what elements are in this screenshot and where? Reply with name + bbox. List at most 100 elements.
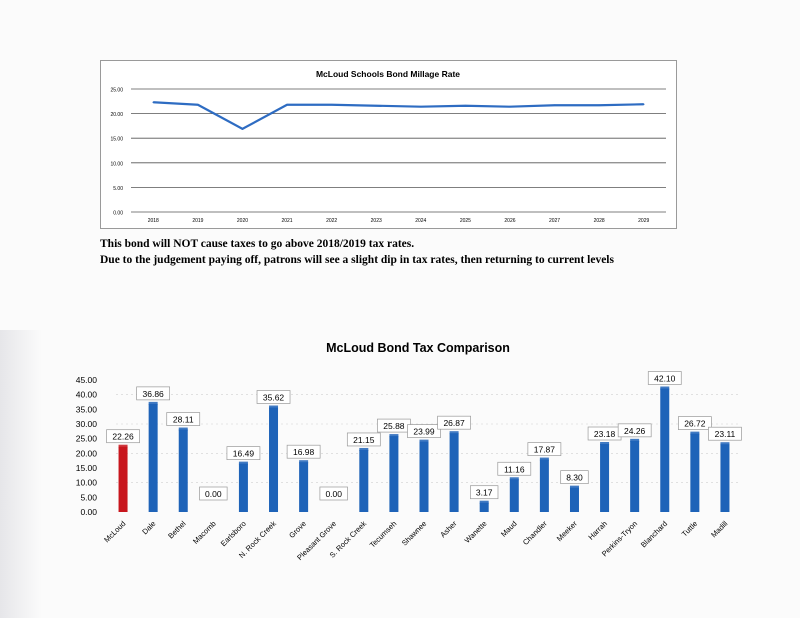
bar-cap bbox=[690, 431, 700, 435]
data-label-box bbox=[437, 415, 471, 430]
data-label-box bbox=[407, 424, 441, 438]
x-tick-label: Wanette bbox=[463, 519, 489, 545]
bar-cap bbox=[449, 431, 459, 435]
data-label: 36.86 bbox=[136, 386, 170, 401]
bar-cap bbox=[569, 485, 579, 489]
bar bbox=[660, 388, 670, 512]
data-label-text: 42.10 bbox=[654, 374, 676, 384]
bar bbox=[299, 462, 309, 512]
data-label: 17.87 bbox=[527, 442, 562, 456]
x-tick-label: 2026 bbox=[504, 218, 515, 224]
data-label-box bbox=[617, 423, 652, 438]
data-label-text: 16.49 bbox=[233, 449, 255, 459]
data-label: 26.87 bbox=[437, 415, 471, 430]
data-label: 25.88 bbox=[377, 418, 411, 433]
data-label-box bbox=[136, 386, 170, 401]
bar-cap bbox=[178, 427, 188, 431]
data-label-text: 36.86 bbox=[143, 389, 165, 399]
data-label: 28.11 bbox=[166, 412, 201, 426]
bar bbox=[720, 444, 730, 512]
y-tick-label: 30.00 bbox=[76, 419, 98, 429]
y-tick-label: 0.00 bbox=[80, 507, 97, 517]
x-tick-label: 2025 bbox=[460, 218, 471, 224]
data-label-text: 8.30 bbox=[566, 473, 583, 483]
bar bbox=[479, 502, 489, 512]
x-tick-label: Madill bbox=[709, 519, 729, 539]
data-label-text: 21.15 bbox=[353, 435, 375, 445]
data-point bbox=[375, 104, 378, 107]
data-label-box bbox=[226, 446, 261, 460]
x-tick-label: 2022 bbox=[326, 218, 337, 224]
x-tick-label: 2024 bbox=[415, 218, 426, 224]
data-label-text: 26.87 bbox=[443, 418, 465, 428]
data-label-text: 0.00 bbox=[205, 489, 222, 499]
bar bbox=[178, 429, 188, 512]
bar-cap bbox=[299, 460, 309, 464]
bar bbox=[569, 487, 579, 512]
bar-cap bbox=[630, 438, 640, 442]
x-tick-label: 2027 bbox=[549, 218, 560, 224]
data-label: 16.98 bbox=[286, 444, 321, 459]
data-point bbox=[419, 105, 422, 108]
x-tick-label: 2028 bbox=[594, 218, 605, 224]
x-tick-label: Meeker bbox=[555, 519, 579, 543]
x-tick-label: Maud bbox=[499, 519, 519, 539]
data-label-box bbox=[708, 426, 742, 441]
data-label-text: 22.26 bbox=[112, 432, 134, 442]
data-label: 23.99 bbox=[407, 424, 441, 438]
x-tick-label: Earlsboro bbox=[219, 519, 248, 548]
data-label-text: 23.11 bbox=[715, 429, 736, 439]
bar-cap bbox=[479, 500, 489, 504]
series-line bbox=[153, 101, 644, 130]
y-tick-label: 35.00 bbox=[76, 404, 98, 414]
data-label-box bbox=[470, 485, 499, 500]
data-label-text: 35.62 bbox=[263, 393, 285, 403]
bar bbox=[238, 463, 248, 512]
bar-cap bbox=[419, 439, 429, 443]
data-point bbox=[464, 104, 467, 107]
data-label-box bbox=[286, 444, 321, 459]
data-label-text: 16.98 bbox=[293, 447, 315, 457]
bar bbox=[269, 407, 279, 512]
bar bbox=[600, 444, 610, 512]
data-label-text: 23.18 bbox=[594, 429, 616, 439]
data-label: 23.11 bbox=[708, 426, 742, 441]
y-tick-label: 25.00 bbox=[76, 434, 98, 444]
bar-cap bbox=[600, 442, 610, 446]
data-label: 3.17 bbox=[470, 485, 499, 500]
data-point bbox=[197, 103, 199, 106]
bar bbox=[539, 459, 549, 512]
data-label-box bbox=[166, 412, 201, 426]
data-label: 22.26 bbox=[106, 429, 140, 444]
tax-comparison-plot: McLoud Bond Tax Comparison 0.00 5.00 10.00 1… bbox=[76, 341, 742, 562]
x-tick-label: Harrah bbox=[586, 519, 609, 542]
data-point bbox=[553, 104, 556, 107]
x-tick-label: Dale bbox=[140, 519, 157, 536]
data-label-box bbox=[560, 470, 589, 485]
data-label-box bbox=[346, 432, 381, 447]
data-point bbox=[330, 103, 333, 106]
data-point bbox=[598, 104, 600, 107]
data-label-text: 11.16 bbox=[504, 464, 525, 474]
data-label: 11.16 bbox=[497, 461, 532, 476]
y-tick-label: 5.00 bbox=[113, 186, 123, 192]
data-label-text: 23.99 bbox=[413, 427, 435, 437]
bar bbox=[118, 446, 128, 512]
data-label-box bbox=[678, 416, 712, 430]
bar bbox=[148, 403, 158, 512]
millage-rate-chart: McLoud Schools Bond Millage Rate 0.00 5.00… bbox=[100, 60, 677, 229]
x-tick-label: McLoud bbox=[102, 519, 127, 544]
data-label-text: 24.26 bbox=[624, 426, 646, 436]
y-tick-label: 15.00 bbox=[76, 463, 98, 473]
x-tick-label: 2029 bbox=[638, 218, 649, 224]
scan-shadow bbox=[0, 330, 42, 618]
x-tick-label: Tuttle bbox=[680, 519, 699, 538]
data-label-text: 17.87 bbox=[534, 445, 556, 455]
bar-cap bbox=[238, 461, 248, 465]
bar bbox=[509, 479, 519, 512]
y-tick-label: 0.00 bbox=[113, 211, 123, 217]
tax-comparison-chart: McLoud Bond Tax Comparison 0.00 5.00 10.00 1… bbox=[60, 330, 750, 610]
x-tick-label: 2021 bbox=[281, 218, 292, 224]
data-label-box bbox=[319, 486, 348, 501]
data-label-box bbox=[647, 371, 682, 385]
